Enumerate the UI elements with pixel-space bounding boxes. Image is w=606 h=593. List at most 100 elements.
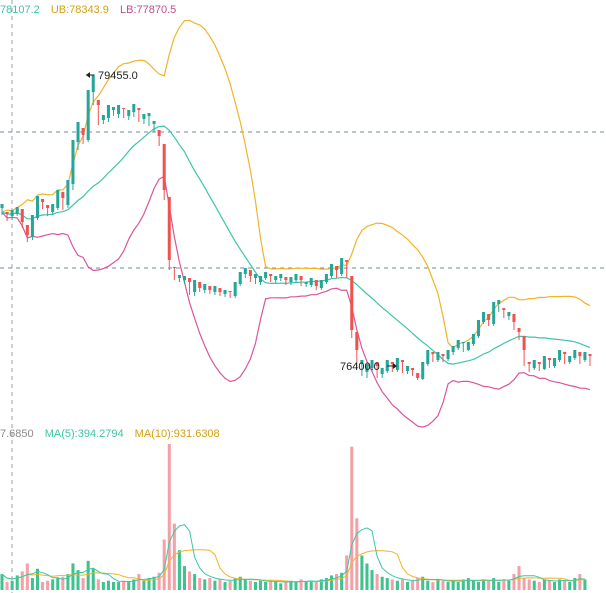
candle — [111, 107, 116, 116]
volume-bar — [441, 580, 445, 590]
candle-body — [127, 110, 131, 116]
candle — [552, 358, 557, 368]
volume-bar — [568, 582, 572, 590]
candle-body — [76, 122, 80, 142]
volume-bar — [0, 574, 4, 590]
candle — [507, 312, 511, 320]
candle-body — [522, 336, 526, 350]
candle-body — [66, 180, 70, 205]
volume-legend: 7.6850 MA(5):394.2794 MA(10):931.6308 — [0, 428, 228, 440]
volume-bar — [385, 578, 389, 590]
volume-bar — [243, 579, 247, 590]
volume-bar — [35, 568, 40, 590]
volume-bar — [111, 582, 116, 590]
candle-body — [502, 308, 506, 310]
candle-body — [248, 270, 252, 276]
candle — [400, 360, 404, 373]
volume-bar — [106, 580, 110, 590]
candle-body — [527, 362, 531, 364]
candle — [182, 276, 187, 284]
candle-body — [476, 320, 481, 336]
candle — [91, 74, 95, 105]
candle — [411, 368, 415, 376]
candle-body — [56, 190, 60, 208]
candle-body — [517, 328, 521, 332]
candle — [294, 274, 298, 283]
candle-body — [213, 286, 217, 292]
volume-bar — [71, 563, 75, 590]
candle-body — [96, 100, 100, 105]
volume-bar — [547, 580, 551, 590]
volume-bar — [466, 578, 470, 590]
candle — [340, 258, 344, 276]
candle — [56, 190, 60, 210]
candle-body — [588, 354, 592, 356]
candle — [492, 302, 496, 326]
volume-bar — [405, 582, 410, 590]
volume-bar — [157, 572, 161, 590]
candle-body — [319, 280, 323, 288]
volume-ma-lines — [1, 524, 585, 583]
candle-body — [340, 258, 344, 274]
volume-bar — [218, 579, 222, 590]
candle — [127, 110, 131, 120]
candle — [441, 354, 445, 362]
candle-body — [507, 312, 511, 316]
candle — [547, 358, 551, 368]
candle-body — [416, 373, 420, 378]
candle-body — [461, 342, 465, 343]
candle — [203, 284, 207, 293]
volume-bar — [345, 555, 349, 590]
volume-bar — [304, 582, 308, 590]
volume-bar — [25, 563, 29, 590]
volume-bar — [15, 575, 19, 590]
candle — [76, 122, 80, 150]
candle — [152, 121, 156, 132]
candle — [243, 268, 247, 278]
candle-body — [558, 350, 562, 360]
candle — [25, 225, 29, 242]
candle — [324, 274, 328, 284]
candle-body — [81, 128, 85, 135]
volume-bar — [400, 579, 404, 590]
volume-bar — [96, 579, 100, 590]
volume-bar — [583, 579, 587, 590]
volume-bar — [264, 582, 268, 590]
candle — [512, 314, 516, 330]
volume-bar — [416, 578, 420, 590]
candle-body — [71, 140, 75, 184]
candle-body — [360, 360, 364, 364]
candle — [66, 180, 70, 208]
candle — [568, 356, 572, 364]
candle — [188, 278, 192, 295]
candle — [162, 144, 166, 200]
candle-body — [147, 113, 151, 116]
candle-body — [335, 266, 339, 270]
volume-bar — [395, 580, 399, 590]
candle-body — [238, 272, 242, 284]
volume-bar — [319, 579, 323, 590]
candle-body — [324, 274, 328, 282]
candle-body — [304, 282, 308, 284]
candle-body — [421, 362, 425, 379]
candle-body — [365, 364, 369, 372]
low-price-label: 76400.0 — [340, 361, 380, 373]
candle-body — [208, 286, 212, 290]
volume-bar — [279, 583, 283, 590]
volume-bar — [177, 550, 181, 590]
volume-bar — [41, 582, 45, 590]
candle — [578, 352, 582, 364]
candle-body — [223, 290, 227, 294]
candle-body — [193, 280, 197, 292]
candle-body — [30, 215, 34, 237]
candle — [253, 274, 257, 284]
volume-bar — [294, 582, 298, 590]
candle-body — [101, 115, 105, 120]
candle-body — [233, 282, 237, 296]
candle-body — [51, 204, 55, 212]
candle — [390, 362, 394, 372]
candle — [147, 113, 151, 126]
candle — [522, 336, 526, 366]
candle — [583, 352, 587, 362]
